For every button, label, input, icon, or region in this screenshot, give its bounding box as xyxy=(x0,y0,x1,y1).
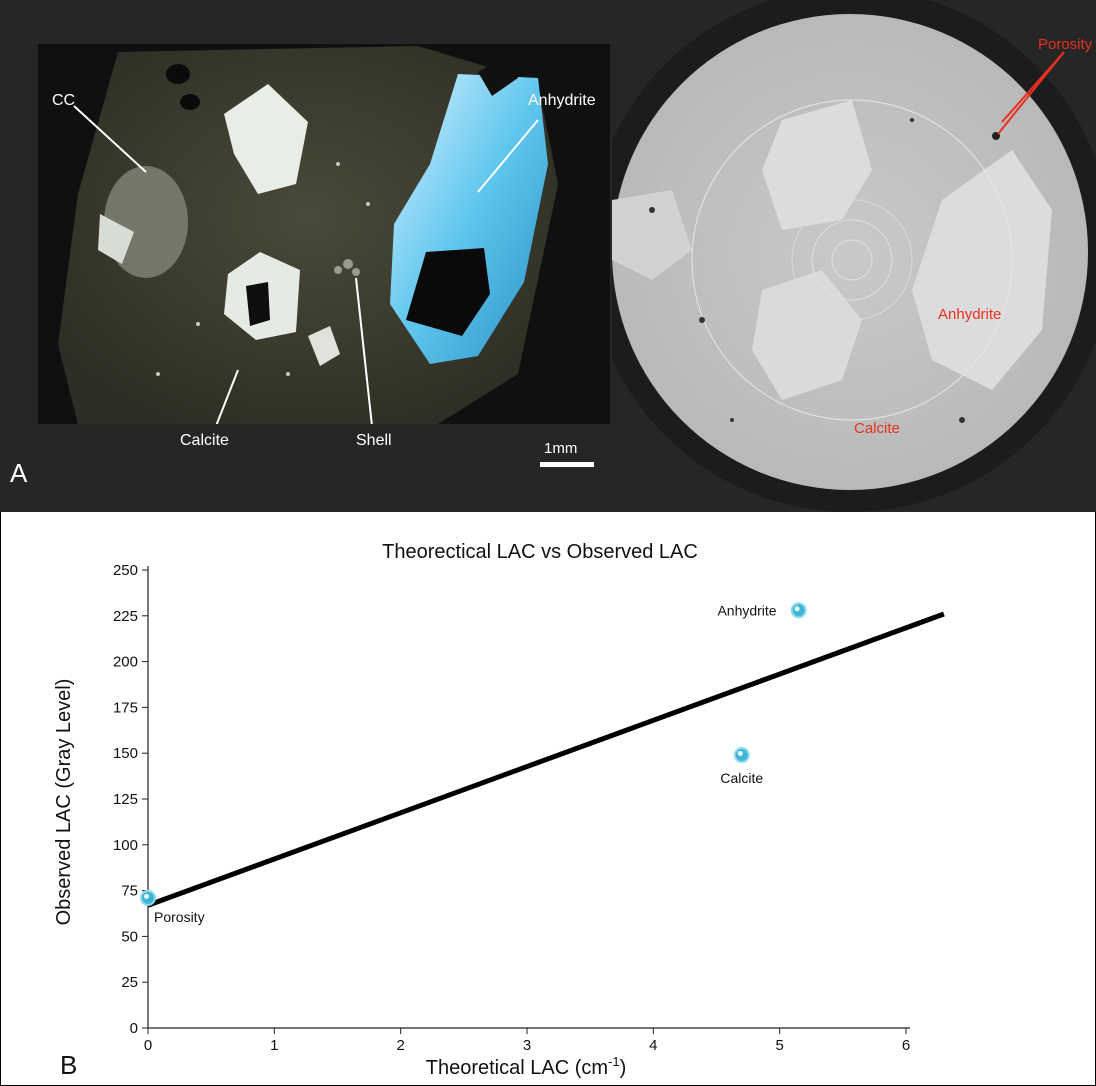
data-points: Porosity Calcite Anhydrite xyxy=(140,602,807,925)
thin-section-micrograph xyxy=(38,44,610,427)
y-tick-label: 25 xyxy=(121,974,138,991)
x-tick-label: 3 xyxy=(523,1037,531,1054)
label-calcite-thin: Calcite xyxy=(180,432,229,449)
x-tick-label: 6 xyxy=(902,1037,910,1054)
data-point-highlight xyxy=(737,751,743,757)
label-porosity-ct: Porosity xyxy=(1038,36,1093,53)
chart-axes xyxy=(147,566,910,1029)
scale-bar-label: 1mm xyxy=(544,440,578,457)
y-tick-label: 75 xyxy=(121,883,138,900)
thin-section-image xyxy=(58,46,558,427)
x-axis-label-end: ) xyxy=(620,1057,627,1079)
fit-line xyxy=(147,611,945,908)
data-point-label: Calcite xyxy=(720,770,763,786)
y-tick-label: 200 xyxy=(113,654,138,671)
ct-slice-image xyxy=(612,0,1096,512)
y-axis-label: Observed LAC (Gray Level) xyxy=(53,679,75,926)
x-tick-label: 1 xyxy=(270,1037,278,1054)
y-tick-label: 0 xyxy=(130,1020,138,1037)
x-tick-label: 4 xyxy=(649,1037,657,1054)
scale-bar xyxy=(540,462,594,467)
chart-ticks: 0 25 50 75 100 125 150 175 200 225 250 0 1 2 3 4 5 6 xyxy=(113,562,910,1054)
label-anhydrite-ct: Anhydrite xyxy=(938,306,1002,323)
y-tick-label: 175 xyxy=(113,699,138,716)
y-tick-label: 250 xyxy=(113,562,138,579)
x-axis-label-main: Theoretical LAC (cm xyxy=(426,1057,608,1079)
lac-scatter-chart: Theorectical LAC vs Observed LAC 0255075… xyxy=(53,541,945,1079)
panel-a-images: CC Anhydrite Calcite Shell 1mm A xyxy=(0,0,1096,512)
y-tick-label: 225 xyxy=(113,608,138,625)
x-tick-label: 2 xyxy=(396,1037,404,1054)
data-point-label: Porosity xyxy=(154,909,205,925)
x-axis-label-superscript: -1 xyxy=(608,1054,620,1069)
x-tick-label: 5 xyxy=(775,1037,783,1054)
data-point-label: Anhydrite xyxy=(717,602,776,618)
data-point-highlight xyxy=(794,606,800,612)
label-anhydrite-thin: Anhydrite xyxy=(528,92,596,109)
panel-letter-b: B xyxy=(60,1050,78,1080)
label-calcite-ct: Calcite xyxy=(854,420,900,437)
y-tick-label: 150 xyxy=(113,745,138,762)
panel-letter-a: A xyxy=(10,458,28,488)
y-tick-label: 50 xyxy=(121,928,138,945)
label-shell: Shell xyxy=(356,432,392,449)
chart-title: Theorectical LAC vs Observed LAC xyxy=(382,541,698,563)
y-tick-label: 100 xyxy=(113,837,138,854)
x-axis-label: Theoretical LAC (cm-1) xyxy=(426,1054,627,1079)
x-tick-label: 0 xyxy=(144,1037,152,1054)
label-cc: CC xyxy=(52,92,76,109)
fit-line-group xyxy=(147,611,945,908)
data-point-highlight xyxy=(144,893,149,899)
y-tick-label: 125 xyxy=(113,791,138,808)
